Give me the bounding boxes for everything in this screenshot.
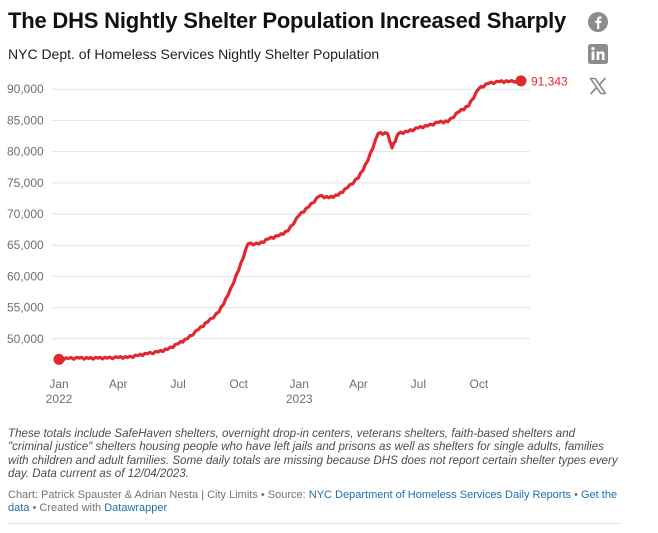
x-tick-label: Jul xyxy=(170,377,185,391)
y-tick-label: 80,000 xyxy=(7,145,44,159)
datawrapper-link[interactable]: Datawrapper xyxy=(104,502,168,514)
y-tick-label: 65,000 xyxy=(7,238,44,252)
chart-footer: Chart: Patrick Spauster & Adrian Nesta |… xyxy=(8,489,620,515)
facebook-icon[interactable] xyxy=(587,11,609,33)
start-point xyxy=(53,353,65,365)
series-line xyxy=(57,78,523,362)
credit-text: Chart: Patrick Spauster & Adrian Nesta |… xyxy=(8,489,309,501)
x-year-label: 2023 xyxy=(286,392,313,406)
x-tick-label: Apr xyxy=(349,377,368,391)
y-tick-label: 55,000 xyxy=(7,301,44,315)
chart-notes: These totals include SafeHaven shelters,… xyxy=(8,427,618,480)
x-tick-label: Jan xyxy=(49,377,68,391)
x-year-label: 2022 xyxy=(46,392,73,406)
end-point xyxy=(515,75,527,87)
x-tick-label: Jan xyxy=(290,377,309,391)
y-tick-label: 50,000 xyxy=(7,332,44,346)
y-tick-label: 75,000 xyxy=(7,176,44,190)
separator: • xyxy=(571,489,581,501)
linkedin-icon[interactable] xyxy=(587,43,609,65)
x-tick-label: Oct xyxy=(470,377,489,391)
line-chart: 50,000 55,000 60,000 65,000 70,000 75,000 80,0… xyxy=(7,74,568,406)
source-link[interactable]: NYC Department of Homeless Services Dail… xyxy=(308,489,572,501)
get-data-link[interactable]: Get the data xyxy=(8,489,618,514)
y-tick-label: 90,000 xyxy=(7,82,44,96)
end-value-label: 91,343 xyxy=(531,74,568,88)
footer-divider xyxy=(8,523,620,524)
chart-title: The DHS Nightly Shelter Population Incre… xyxy=(8,8,567,33)
plot-lines xyxy=(57,78,523,362)
x-tick-label: Apr xyxy=(109,377,128,391)
y-tick-label: 85,000 xyxy=(7,113,44,127)
x-tick-label: Jul xyxy=(411,377,426,391)
x-tick-label: Oct xyxy=(229,377,248,391)
chart-subtitle: NYC Dept. of Homeless Services Nightly S… xyxy=(8,46,380,62)
y-tick-label: 60,000 xyxy=(7,269,44,283)
y-gridlines xyxy=(52,88,530,340)
created-with-text: • Created with xyxy=(29,502,105,514)
y-tick-label: 70,000 xyxy=(7,207,44,221)
x-icon[interactable] xyxy=(587,75,609,97)
end-markers: 91,343 xyxy=(53,74,568,365)
y-axis-labels: 50,000 55,000 60,000 65,000 70,000 75,000 80,0… xyxy=(7,82,44,346)
